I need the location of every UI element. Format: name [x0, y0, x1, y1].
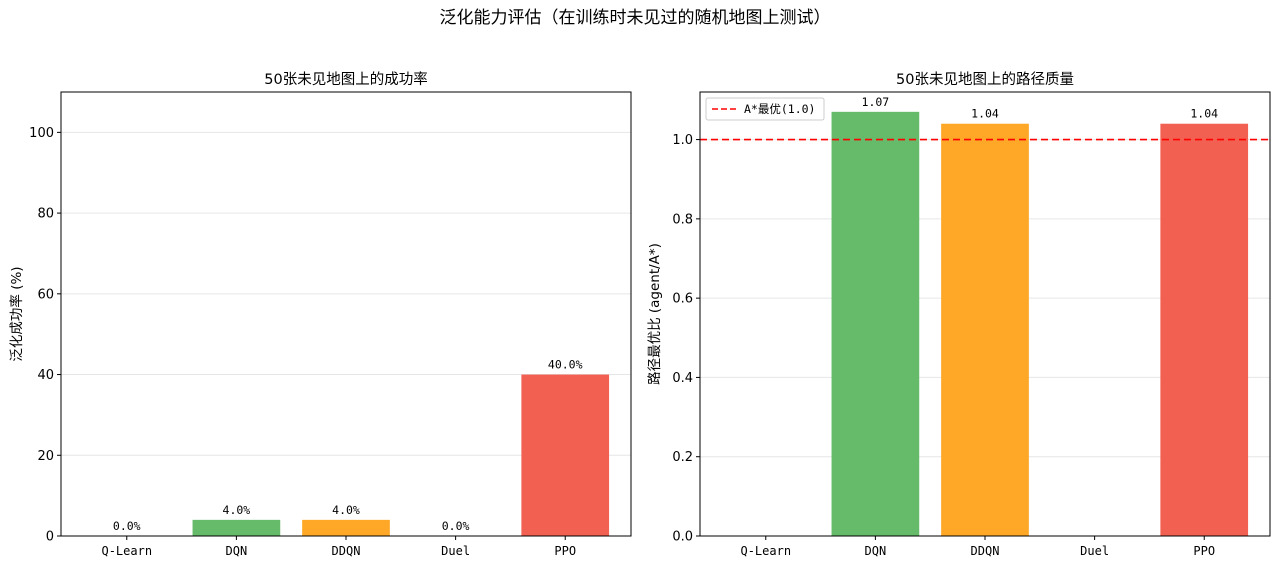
data-label-ppo: 1.04 [1190, 107, 1218, 121]
success-rate-plot-frame [60, 91, 632, 537]
legend-box [705, 97, 825, 121]
data-label-q-learn: 0.0% [113, 519, 141, 533]
bar-ppo [1160, 123, 1249, 536]
data-label-dqn: 1.07 [862, 95, 890, 109]
path-quality-x-ticks: Q-Learn DQN DDQN Duel PPO [740, 536, 1215, 558]
success-rate-chart: 50张未见地图上的成功率 泛化成功率 (%) 0.0% 4.0% 4.0% 0.0% 4… [8, 71, 632, 558]
success-rate-y-axis-label: 泛化成功率 (%) [8, 266, 25, 361]
x-tick-label-ddqn: DDQN [971, 544, 1000, 558]
y-tick-label: 80 [37, 207, 54, 222]
y-tick-label: 40 [37, 368, 54, 383]
bar-dqn [831, 111, 920, 537]
data-label-ddqn: 4.0% [332, 503, 360, 517]
path-quality-plot-frame [699, 91, 1271, 537]
y-tick-label: 0.2 [672, 450, 693, 465]
path-quality-bars [831, 111, 1249, 537]
y-tick-label: 0.8 [672, 212, 693, 227]
y-tick-label: 60 [37, 287, 54, 302]
success-rate-x-ticks: Q-Learn DQN DDQN Duel PPO [101, 536, 576, 558]
path-quality-chart-title: 50张未见地图上的路径质量 [896, 71, 1074, 88]
legend-label: A*最优(1.0) [744, 102, 815, 116]
bar-dqn [192, 519, 281, 536]
path-quality-chart: 50张未见地图上的路径质量 路径最优比 (agent/A*) 1.071.04 1… [647, 71, 1271, 558]
x-tick-label-ppo: PPO [1193, 544, 1215, 558]
y-tick-label: 0.4 [672, 371, 693, 386]
x-tick-label-dqn: DQN [226, 544, 248, 558]
y-tick-label: 0 [46, 530, 54, 545]
x-tick-label-ppo: PPO [554, 544, 576, 558]
x-tick-label-q-learn: Q-Learn [101, 544, 152, 558]
success-rate-data-labels: 0.0% 4.0% 4.0% 0.0% 40.0% [113, 358, 583, 533]
y-tick-label: 1.0 [672, 133, 693, 148]
success-rate-y-ticks: 0 20 40 60 80 100 [29, 126, 61, 545]
data-label-duel: 0.0% [442, 519, 470, 533]
path-quality-y-axis-label: 路径最优比 (agent/A*) [647, 243, 663, 385]
bar-ppo [521, 374, 610, 536]
x-tick-label-duel: Duel [1080, 544, 1109, 558]
y-tick-label: 20 [37, 449, 54, 464]
y-tick-label: 0.0 [672, 530, 693, 545]
data-label-dqn: 4.0% [223, 503, 251, 517]
x-tick-label-ddqn: DDQN [332, 544, 361, 558]
y-tick-label: 100 [29, 126, 54, 141]
bar-ddqn [302, 519, 390, 536]
success-rate-chart-title: 50张未见地图上的成功率 [264, 71, 427, 88]
path-quality-y-ticks: 0.0 0.2 0.4 0.6 0.8 1.0 [672, 133, 700, 545]
data-label-ppo: 40.0% [548, 358, 583, 372]
path-quality-data-labels: 1.07 1.04 1.04 [862, 95, 1219, 121]
x-tick-label-duel: Duel [441, 544, 470, 558]
bar-ddqn [941, 123, 1029, 536]
figure-title: 泛化能力评估（在训练时未见过的随机地图上测试） [440, 8, 831, 28]
x-tick-label-dqn: DQN [865, 544, 887, 558]
legend: A*最优(1.0) [705, 97, 825, 121]
data-label-ddqn: 1.04 [971, 107, 999, 121]
x-tick-label-q-learn: Q-Learn [740, 544, 791, 558]
y-tick-label: 0.6 [672, 292, 693, 307]
success-rate-bars [192, 374, 610, 536]
